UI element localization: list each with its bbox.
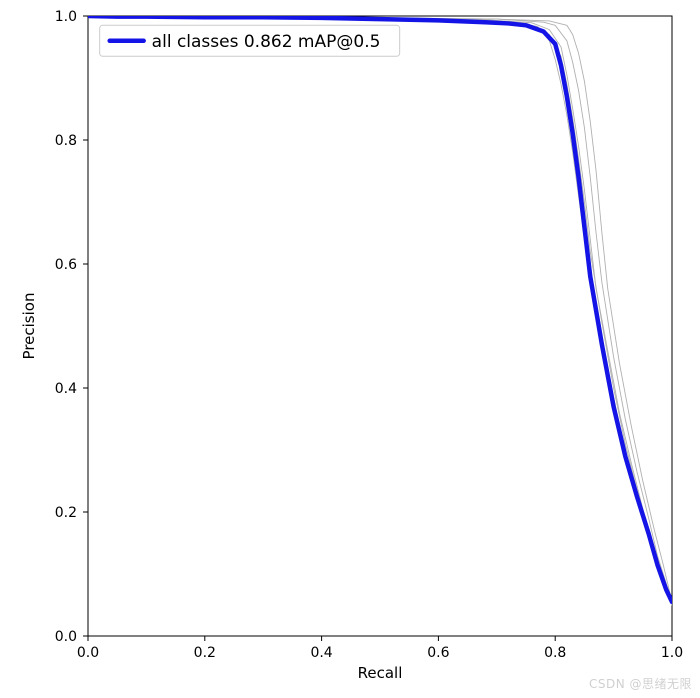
watermark-text: CSDN @思绪无限 [589,675,692,692]
ytick-label: 0.6 [55,257,77,273]
xtick-label: 0.2 [194,645,216,661]
legend: all classes 0.862 mAP@0.5 [100,25,400,56]
chart-container: 0.0 0.2 0.4 0.6 0.8 1.0 0.0 0.2 0.4 0.6 0.8 1.0 Reca… [0,0,700,698]
xtick-label: 1.0 [661,645,683,661]
legend-label: all classes 0.862 mAP@0.5 [152,32,381,52]
xtick-label: 0.4 [310,645,332,661]
ytick-label: 0.2 [55,505,77,521]
ytick-label: 0.4 [55,381,77,397]
xtick-label: 0.8 [544,645,566,661]
xtick-label: 0.6 [427,645,449,661]
pr-curve-chart: 0.0 0.2 0.4 0.6 0.8 1.0 0.0 0.2 0.4 0.6 0.8 1.0 Reca… [0,0,700,698]
ytick-label: 0.0 [55,629,77,645]
ytick-label: 0.8 [55,133,77,149]
x-axis-label: Recall [358,664,403,682]
ytick-label: 1.0 [55,9,77,25]
y-axis-label: Precision [20,293,38,360]
xtick-label: 0.0 [77,645,99,661]
